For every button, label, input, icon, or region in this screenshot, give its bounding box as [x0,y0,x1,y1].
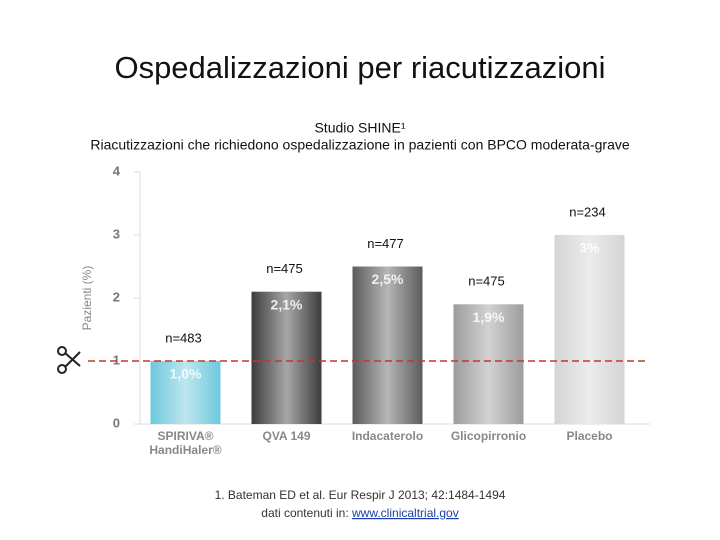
x-tick-label: Indacaterolo [352,429,423,443]
y-tick-label: 2 [113,289,120,304]
bar [554,235,625,424]
scissors-icon [57,346,81,374]
chart-description: Riacutizzazioni che richiedono ospedaliz… [90,137,630,153]
bar [251,291,322,424]
y-tick-label: 4 [113,163,121,178]
slide-title: Ospedalizzazioni per riacutizzazioni [114,50,605,85]
value-label: 1,0% [170,366,202,382]
value-label: 2,1% [271,296,303,312]
y-axis-label: Pazienti (%) [80,266,94,331]
y-tick-label: 0 [113,415,120,430]
x-tick-label: Placebo [566,429,612,443]
bar [150,361,221,424]
annotation: n=477 [367,236,404,251]
annotation: n=234 [569,204,606,219]
x-tick-label: SPIRIVA® HandiHaler® [149,429,221,457]
link[interactable]: www.clinicaltrial.gov [351,506,459,520]
value-label: 3% [579,240,600,256]
x-tick-label-line: QVA 149 [262,429,310,443]
annotation: n=475 [468,274,505,289]
y-tick-label: 3 [113,226,120,241]
x-tick-label-line: Placebo [566,429,612,443]
annotation: n=483 [165,330,202,345]
footnote: 1. Bateman ED et al. Eur Respir J 2013; … [215,488,506,502]
bar [453,304,524,424]
x-tick-label-line: SPIRIVA® [158,429,214,443]
x-tick-label-line: HandiHaler® [149,443,221,457]
footnote: dati contenuti in: [261,506,352,520]
y-tick-label: 1 [113,352,120,367]
x-tick-label: QVA 149 [262,429,310,443]
x-tick-label-line: Glicopirronio [451,429,526,443]
x-tick-label-line: Indacaterolo [352,429,423,443]
footnote: dati contenuti in: www.clinicaltrial.gov [261,506,458,520]
value-label: 2,5% [372,271,404,287]
annotation: n=475 [266,261,303,276]
bar [352,266,423,424]
value-label: 1,9% [473,309,505,325]
chart-subtitle: Studio SHINE¹ [314,120,405,136]
x-tick-label: Glicopirronio [451,429,526,443]
